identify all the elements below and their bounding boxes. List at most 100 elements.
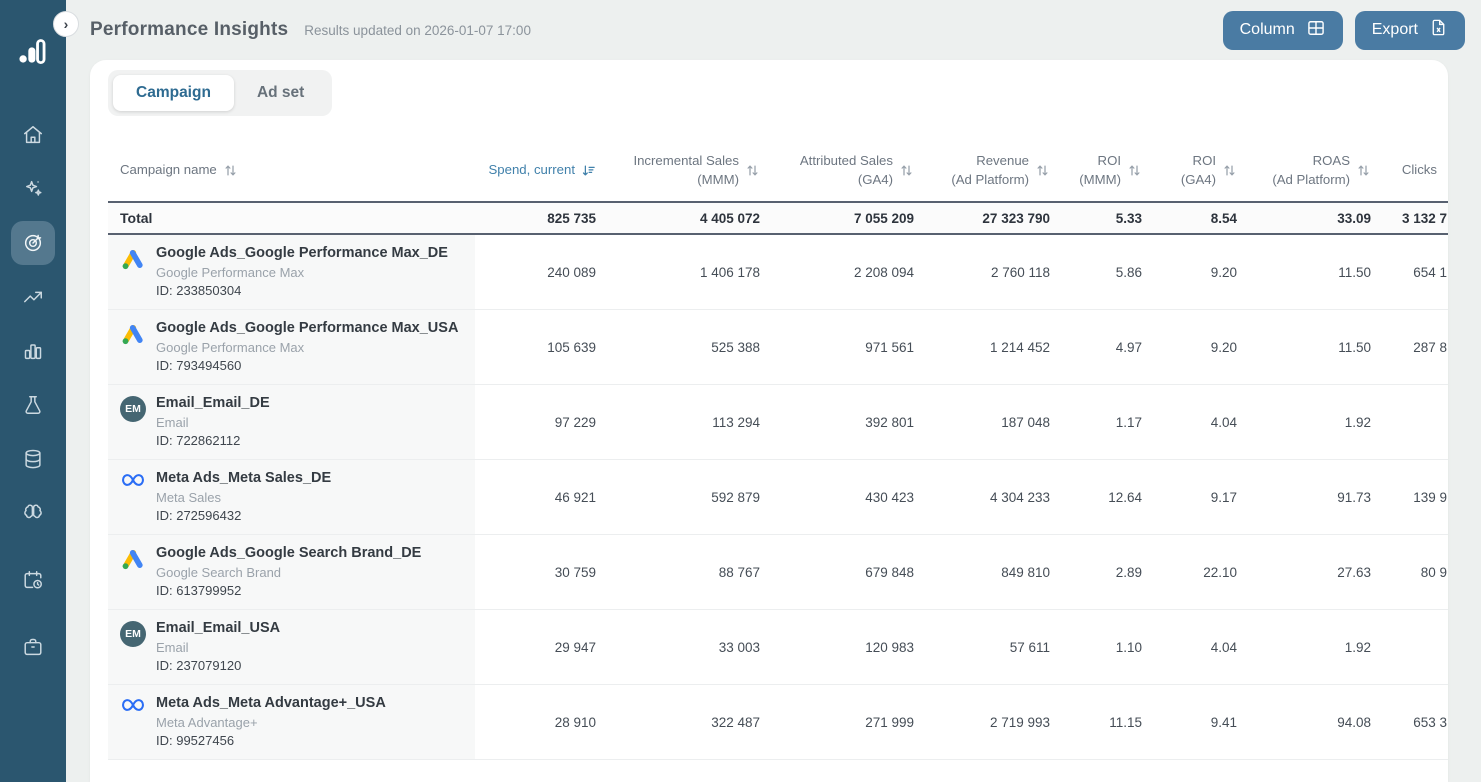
cell-clicks: 3 132 7 bbox=[1383, 202, 1448, 234]
cell-roi_mmm: 1.10 bbox=[1062, 610, 1154, 685]
sidebar-nav bbox=[11, 113, 55, 679]
column-header-spend[interactable]: Spend, current bbox=[475, 142, 608, 202]
meta-icon bbox=[120, 696, 146, 714]
column-label: Spend, current bbox=[488, 161, 575, 180]
campaign-subtitle: Google Search Brand bbox=[156, 564, 421, 582]
topbar-actions: Column Export bbox=[1223, 11, 1465, 50]
cell-attributed: 971 561 bbox=[772, 310, 926, 385]
cell-roas: 94.08 bbox=[1249, 685, 1383, 760]
view-tabs: CampaignAd set bbox=[108, 70, 332, 116]
topbar: › Performance Insights Results updated o… bbox=[66, 0, 1481, 60]
cell-roi_ga4: 4.04 bbox=[1154, 610, 1249, 685]
table-row[interactable]: EMEmail_Email_DEEmailID: 72286211297 229… bbox=[108, 385, 1448, 460]
campaign-id: ID: 99527456 bbox=[156, 732, 386, 750]
google-ads-icon bbox=[120, 546, 146, 572]
cell-spend: 46 921 bbox=[475, 460, 608, 535]
cell-roi_mmm: 2.89 bbox=[1062, 535, 1154, 610]
cell-revenue: 849 810 bbox=[926, 535, 1062, 610]
performance-table-wrap: Campaign name Spend, current Incremental S… bbox=[108, 142, 1448, 760]
brain-icon[interactable] bbox=[11, 491, 55, 535]
cell-roi_ga4: 8.54 bbox=[1154, 202, 1249, 234]
cell-incremental: 525 388 bbox=[608, 310, 772, 385]
performance-table: Campaign name Spend, current Incremental S… bbox=[108, 142, 1448, 760]
campaign-name-cell: Google Ads_Google Performance Max_DEGoog… bbox=[108, 234, 475, 310]
analytics-logo-icon bbox=[16, 34, 50, 73]
campaign-subtitle: Meta Sales bbox=[156, 489, 331, 507]
bar-chart-icon[interactable] bbox=[11, 329, 55, 373]
database-icon[interactable] bbox=[11, 437, 55, 481]
column-header-name[interactable]: Campaign name bbox=[108, 142, 475, 202]
column-header-incremental[interactable]: Incremental Sales(MMM) bbox=[608, 142, 772, 202]
column-label: Campaign name bbox=[120, 161, 217, 180]
column-header-revenue[interactable]: Revenue(Ad Platform) bbox=[926, 142, 1062, 202]
table-row[interactable]: Google Ads_Google Performance Max_DEGoog… bbox=[108, 234, 1448, 310]
total-label: Total bbox=[108, 202, 475, 234]
campaign-id: ID: 272596432 bbox=[156, 507, 331, 525]
cell-spend: 29 947 bbox=[475, 610, 608, 685]
column-header-attributed[interactable]: Attributed Sales(GA4) bbox=[772, 142, 926, 202]
results-updated-text: Results updated on 2026-01-07 17:00 bbox=[304, 23, 1206, 38]
column-button[interactable]: Column bbox=[1223, 11, 1343, 50]
sort-icon bbox=[899, 163, 914, 178]
table-header-row: Campaign name Spend, current Incremental S… bbox=[108, 142, 1448, 202]
cell-clicks: 139 9 bbox=[1383, 460, 1448, 535]
cell-attributed: 7 055 209 bbox=[772, 202, 926, 234]
campaign-subtitle: Google Performance Max bbox=[156, 339, 458, 357]
campaign-name: Email_Email_DE bbox=[156, 394, 270, 413]
total-row: Total825 7354 405 0727 055 20927 323 790… bbox=[108, 202, 1448, 234]
table-row[interactable]: Google Ads_Google Search Brand_DEGoogle … bbox=[108, 535, 1448, 610]
flask-icon[interactable] bbox=[11, 383, 55, 427]
home-icon[interactable] bbox=[11, 113, 55, 157]
cell-clicks: 287 8 bbox=[1383, 310, 1448, 385]
trending-up-icon[interactable] bbox=[11, 275, 55, 319]
campaign-name-cell: Meta Ads_Meta Advantage+_USAMeta Advanta… bbox=[108, 685, 475, 760]
cell-spend: 105 639 bbox=[475, 310, 608, 385]
sort-icon bbox=[745, 163, 760, 178]
cell-roas: 11.50 bbox=[1249, 310, 1383, 385]
sidebar-collapse-button[interactable]: › bbox=[53, 11, 79, 37]
sparkles-icon[interactable] bbox=[11, 167, 55, 211]
tab-campaign[interactable]: Campaign bbox=[113, 75, 234, 111]
cell-revenue: 1 214 452 bbox=[926, 310, 1062, 385]
grid-icon bbox=[1306, 18, 1326, 43]
column-label: ROI(MMM) bbox=[1079, 152, 1121, 189]
column-header-roi_ga4[interactable]: ROI(GA4) bbox=[1154, 142, 1249, 202]
campaign-id: ID: 233850304 bbox=[156, 282, 448, 300]
cell-roi_mmm: 1.17 bbox=[1062, 385, 1154, 460]
column-label: Revenue(Ad Platform) bbox=[951, 152, 1029, 189]
campaign-name-cell: EMEmail_Email_DEEmailID: 722862112 bbox=[108, 385, 475, 460]
sort-icon bbox=[223, 163, 238, 178]
cell-incremental: 33 003 bbox=[608, 610, 772, 685]
cell-incremental: 88 767 bbox=[608, 535, 772, 610]
table-row[interactable]: Meta Ads_Meta Advantage+_USAMeta Advanta… bbox=[108, 685, 1448, 760]
sort-icon bbox=[1356, 163, 1371, 178]
column-header-roi_mmm[interactable]: ROI(MMM) bbox=[1062, 142, 1154, 202]
table-row[interactable]: Meta Ads_Meta Sales_DEMeta SalesID: 2725… bbox=[108, 460, 1448, 535]
cell-spend: 825 735 bbox=[475, 202, 608, 234]
chevron-right-icon: › bbox=[64, 16, 69, 32]
campaign-name-cell: Meta Ads_Meta Sales_DEMeta SalesID: 2725… bbox=[108, 460, 475, 535]
cell-revenue: 57 611 bbox=[926, 610, 1062, 685]
column-header-roas[interactable]: ROAS(Ad Platform) bbox=[1249, 142, 1383, 202]
table-row[interactable]: EMEmail_Email_USAEmailID: 23707912029 94… bbox=[108, 610, 1448, 685]
campaign-id: ID: 237079120 bbox=[156, 657, 280, 675]
campaign-subtitle: Google Performance Max bbox=[156, 264, 448, 282]
cell-revenue: 2 760 118 bbox=[926, 234, 1062, 310]
table-row[interactable]: Google Ads_Google Performance Max_USAGoo… bbox=[108, 310, 1448, 385]
export-button[interactable]: Export bbox=[1355, 11, 1465, 50]
cell-roas: 11.50 bbox=[1249, 234, 1383, 310]
campaign-name: Google Ads_Google Performance Max_USA bbox=[156, 319, 458, 338]
target-icon[interactable] bbox=[11, 221, 55, 265]
cell-spend: 97 229 bbox=[475, 385, 608, 460]
cell-attributed: 120 983 bbox=[772, 610, 926, 685]
briefcase-icon[interactable] bbox=[11, 625, 55, 669]
campaign-name: Meta Ads_Meta Sales_DE bbox=[156, 469, 331, 488]
cell-roi_ga4: 9.20 bbox=[1154, 234, 1249, 310]
cell-attributed: 430 423 bbox=[772, 460, 926, 535]
cell-clicks bbox=[1383, 385, 1448, 460]
cell-spend: 240 089 bbox=[475, 234, 608, 310]
tab-ad-set[interactable]: Ad set bbox=[234, 75, 327, 111]
cell-roi_ga4: 4.04 bbox=[1154, 385, 1249, 460]
column-label: Incremental Sales(MMM) bbox=[633, 152, 739, 189]
calendar-clock-icon[interactable] bbox=[11, 558, 55, 602]
